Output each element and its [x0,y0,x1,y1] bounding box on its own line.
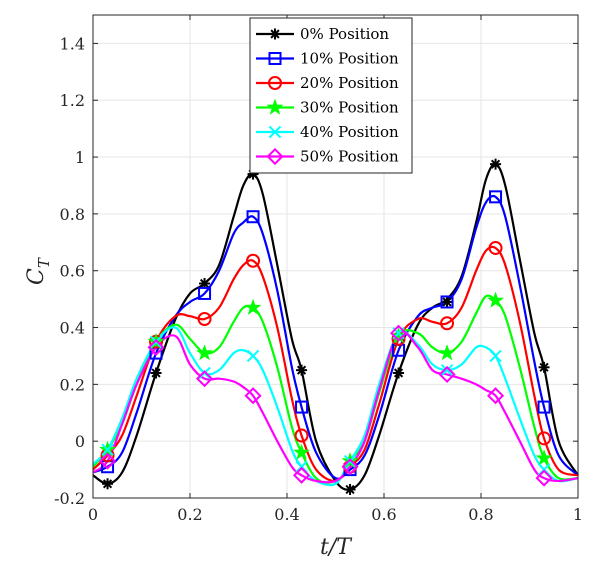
legend-marker [266,147,284,166]
series-markers-0 [102,158,550,495]
y-tick-label: 0.4 [60,319,85,338]
data-point-5-4 [292,466,311,484]
legend-label: 20% Position [300,74,399,92]
data-point-0-0 [102,478,114,490]
data-point-2-9 [537,431,552,446]
series-line-4 [92,326,579,487]
x-axis-label: t/T [320,535,353,560]
data-point-0-8 [490,158,502,170]
legend-item-3: 30% Position [256,99,399,117]
legend-item-1: 10% Position [256,50,399,68]
data-point-4-8 [489,349,502,363]
data-point-4-5 [343,454,357,468]
x-tick-label: 0.8 [468,505,493,524]
data-point-5-2 [195,370,214,388]
data-point-2-4 [294,428,309,443]
x-tick-label: 1 [573,505,583,524]
data-point-4-0 [101,443,114,456]
data-point-1-9 [537,400,551,414]
data-point-1-8 [489,190,503,204]
legend-box [249,17,413,174]
legend-item-4: 40% Position [256,123,399,141]
data-point-1-2 [198,286,212,300]
legend-marker [268,125,282,139]
data-point-3-9 [535,449,553,466]
legend-item-0: 0% Position [256,25,389,43]
data-point-1-7 [440,295,454,309]
data-point-5-8 [486,387,505,405]
data-point-4-2 [198,366,211,380]
legend-label: 40% Position [300,123,399,141]
data-point-2-3 [246,253,261,268]
legend-marker [266,98,284,115]
x-tick-label: 0.6 [371,505,396,524]
legend-label: 30% Position [300,99,399,117]
axis-ticks: 0 0.2 0.4 0.6 0.8 1-0.200.20.40.60.811.21.4 [54,15,583,524]
data-point-5-0 [98,452,117,470]
data-point-5-5 [341,458,359,476]
data-point-0-1 [150,367,162,379]
data-point-4-7 [440,363,454,377]
data-point-5-1 [147,338,165,356]
legend-label: 0% Position [300,25,389,43]
series-markers [98,158,553,495]
x-tick-label: 0 [88,505,98,524]
data-point-4-3 [246,349,260,363]
x-tick-label: 0.4 [274,505,299,524]
x-tick-label: 0.2 [177,505,202,524]
y-tick-label: 1.4 [60,34,85,53]
data-point-1-4 [295,400,309,414]
y-tick-label: 0.8 [60,205,85,224]
legend-marker [268,76,282,90]
legend-label: 10% Position [300,50,399,68]
series-markers-5 [98,324,553,487]
data-point-2-7 [440,316,455,331]
y-tick-label: 0.6 [60,262,85,281]
data-point-5-7 [438,365,456,383]
data-point-0-9 [538,361,550,373]
data-point-5-3 [244,387,262,405]
legend: 0% Position 10% Position 20% Position 30% P… [249,17,413,174]
data-point-2-8 [488,240,503,255]
data-point-5-9 [535,469,553,487]
data-point-0-5 [344,483,356,495]
y-tick-label: 0 [75,432,85,451]
data-point-4-1 [149,335,163,348]
data-point-1-3 [246,210,260,224]
data-point-0-6 [393,367,405,379]
x-axis-label-text: t/T [320,535,353,560]
y-tick-label: 0.2 [60,375,85,394]
data-point-5-6 [389,324,408,342]
legend-marker [269,28,281,40]
y-tick-label: 1 [75,148,85,167]
y-axis-label-subscript: T [35,257,53,268]
data-point-3-2 [196,344,214,361]
legend-item-2: 20% Position [256,74,399,92]
data-point-3-4 [293,443,311,460]
y-tick-label: -0.2 [54,489,85,508]
data-point-3-8 [487,291,505,308]
y-tick-label: 1.2 [60,91,85,110]
data-point-3-7 [438,344,456,361]
data-point-2-2 [197,312,212,327]
legend-label: 50% Position [300,148,399,166]
y-axis-label-main: C [24,268,49,285]
data-point-0-7 [441,296,453,308]
y-axis-label: CT [24,257,53,285]
legend-item-5: 50% Position [256,148,399,166]
plot-frame [92,14,579,499]
data-point-3-3 [244,298,262,315]
data-point-0-4 [296,364,308,376]
legend-marker [268,52,282,65]
